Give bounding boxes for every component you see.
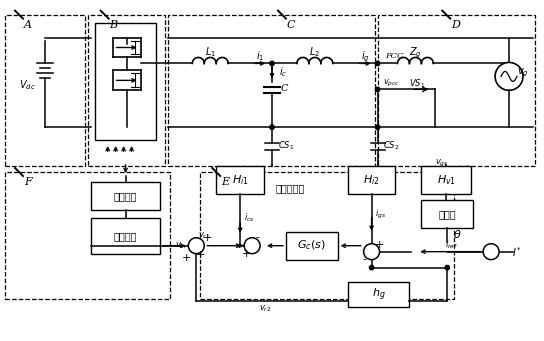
Bar: [378, 15, 535, 166]
Text: +: +: [202, 233, 212, 243]
Text: $v_{r2}$: $v_{r2}$: [259, 303, 271, 314]
Text: +: +: [196, 250, 205, 260]
Text: D: D: [452, 20, 460, 30]
Text: $h_g$: $h_g$: [372, 286, 385, 303]
Text: +: +: [375, 240, 384, 250]
Text: $\theta$: $\theta$: [453, 228, 462, 240]
Circle shape: [369, 265, 374, 270]
Circle shape: [375, 125, 380, 129]
Text: $CS_1$: $CS_1$: [278, 140, 294, 152]
Text: A: A: [24, 20, 32, 30]
Circle shape: [483, 244, 499, 260]
Circle shape: [244, 238, 260, 254]
Text: $Z_g$: $Z_g$: [409, 46, 422, 60]
Text: $i_g$: $i_g$: [361, 49, 370, 64]
Bar: [422, 166, 471, 194]
Text: $i_{ref}$: $i_{ref}$: [444, 238, 458, 251]
Bar: [348, 166, 395, 194]
Bar: [95, 23, 157, 140]
Text: +: +: [182, 253, 191, 263]
Bar: [5, 15, 85, 166]
Text: -: -: [256, 231, 260, 244]
Text: $v_{r1}$: $v_{r1}$: [199, 231, 211, 241]
Text: $G_c(s)$: $G_c(s)$: [298, 239, 326, 252]
Text: C: C: [287, 20, 295, 30]
Text: E: E: [221, 177, 230, 187]
Text: $CS_2$: $CS_2$: [384, 140, 400, 152]
Text: $I^*$: $I^*$: [512, 245, 522, 258]
Text: $i_1$: $i_1$: [256, 49, 264, 63]
Text: $L_1$: $L_1$: [205, 45, 216, 59]
Circle shape: [375, 61, 380, 65]
Bar: [88, 15, 165, 166]
Circle shape: [270, 125, 274, 129]
Circle shape: [188, 238, 205, 254]
Circle shape: [445, 265, 449, 270]
Bar: [91, 182, 160, 210]
Text: $H_{i2}$: $H_{i2}$: [363, 173, 380, 187]
Text: +: +: [242, 249, 251, 259]
Text: $H_{v1}$: $H_{v1}$: [437, 173, 456, 187]
Text: $H_{i1}$: $H_{i1}$: [232, 173, 249, 187]
Text: 比较单元: 比较单元: [114, 231, 137, 241]
Text: $i_{gs}$: $i_{gs}$: [375, 208, 386, 221]
Text: $i_{cs}$: $i_{cs}$: [244, 211, 255, 224]
Text: F: F: [24, 177, 32, 187]
Bar: [91, 218, 160, 254]
Text: -: -: [362, 253, 367, 266]
Text: $L_2$: $L_2$: [310, 45, 320, 59]
Circle shape: [363, 244, 380, 260]
Text: $v_g$: $v_g$: [517, 66, 529, 79]
Circle shape: [495, 62, 523, 90]
Bar: [216, 166, 264, 194]
Text: $v_{gs}$: $v_{gs}$: [436, 158, 449, 168]
Text: PCC: PCC: [386, 53, 404, 60]
Circle shape: [270, 61, 274, 65]
Text: 电流控制器: 电流控制器: [275, 183, 305, 193]
Text: C: C: [280, 84, 288, 93]
Text: 驱动信号: 驱动信号: [114, 191, 137, 201]
Bar: [200, 172, 454, 299]
Text: B: B: [110, 20, 118, 30]
Bar: [422, 200, 473, 228]
Bar: [348, 282, 410, 308]
Text: 锁相环: 锁相环: [438, 209, 456, 219]
Text: $VS_1$: $VS_1$: [409, 77, 425, 90]
Text: $v_m$: $v_m$: [175, 240, 187, 251]
Text: $v_{pcc}$: $v_{pcc}$: [383, 78, 400, 89]
Bar: [286, 232, 338, 260]
Circle shape: [375, 87, 380, 91]
Text: $i_c$: $i_c$: [279, 65, 287, 79]
Bar: [169, 15, 375, 166]
Text: $V_{dc}$: $V_{dc}$: [18, 78, 35, 92]
Bar: [5, 172, 170, 299]
